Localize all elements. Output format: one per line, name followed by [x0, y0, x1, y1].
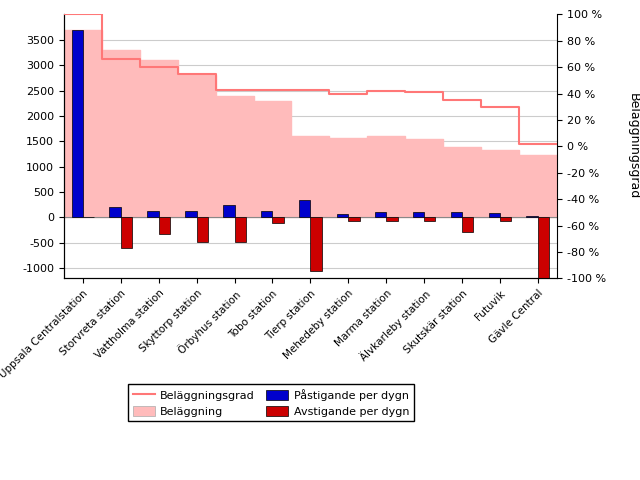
Bar [147, 211, 159, 217]
Bar [424, 217, 435, 221]
Bar [500, 217, 511, 221]
Bar [386, 217, 397, 221]
Bar [538, 217, 549, 278]
Bar [310, 217, 322, 271]
Bar [527, 216, 538, 217]
Bar [348, 217, 360, 220]
Bar [451, 212, 462, 217]
Bar [235, 217, 246, 242]
Bar [299, 200, 310, 217]
Bar [121, 217, 132, 248]
Bar [109, 207, 121, 217]
Bar [196, 217, 208, 242]
Bar [462, 217, 474, 232]
Legend: Beläggningsgrad, Beläggning, Påstigande per dygn, Avstigande per dygn: Beläggningsgrad, Beläggning, Påstigande … [128, 384, 414, 421]
Y-axis label: Beläggningsgrad: Beläggningsgrad [627, 93, 639, 200]
Bar [337, 215, 348, 217]
Bar [375, 212, 386, 217]
Bar [223, 205, 235, 217]
Bar [273, 217, 284, 223]
Bar [261, 211, 273, 217]
Bar [186, 211, 196, 217]
Bar [159, 217, 170, 234]
Bar [72, 30, 83, 217]
Bar [488, 213, 500, 217]
Bar [413, 213, 424, 217]
